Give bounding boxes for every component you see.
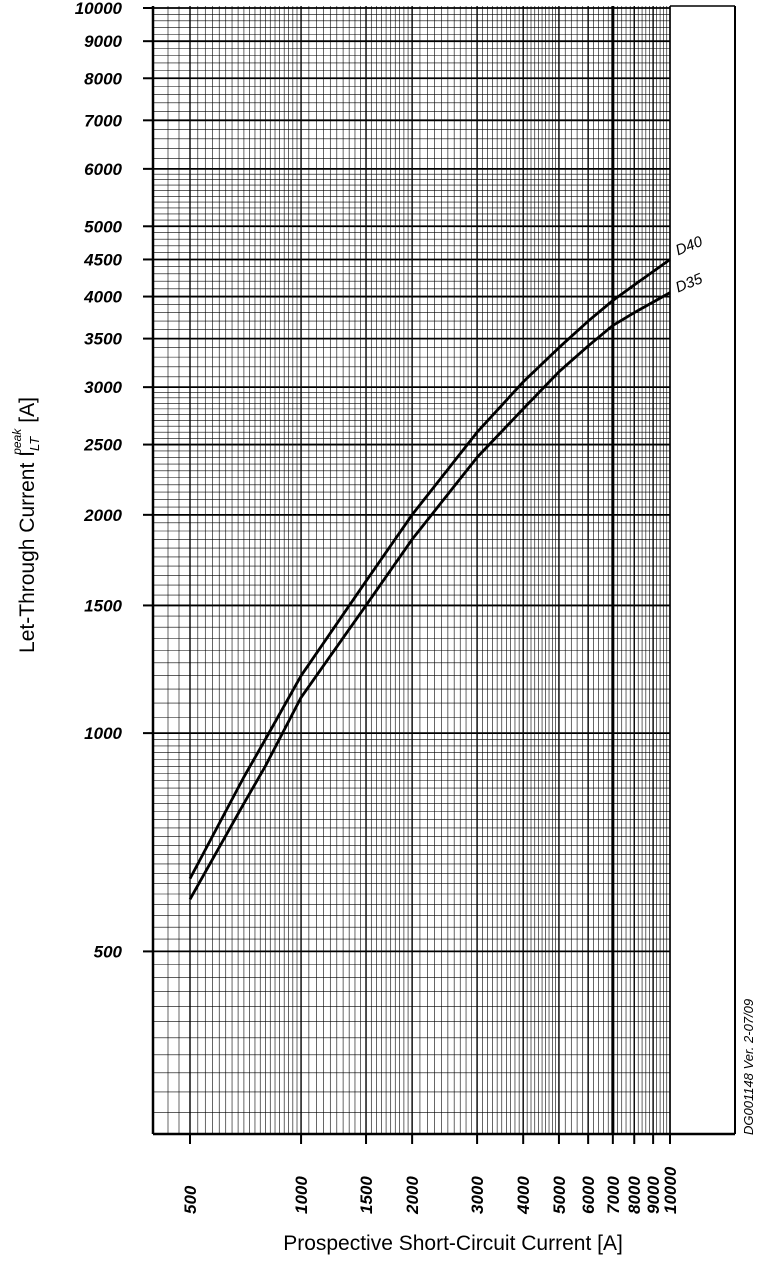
x-tick-label: 3000 bbox=[468, 1176, 487, 1214]
y-tick-label: 2000 bbox=[83, 506, 122, 525]
x-tick-label: 2000 bbox=[403, 1176, 422, 1215]
x-tick-label: 4000 bbox=[514, 1176, 533, 1215]
series-line-d40 bbox=[188, 258, 671, 880]
y-axis-label-sup: peak bbox=[10, 428, 24, 456]
plot-frame bbox=[143, 5, 736, 1144]
x-tick-label: 1500 bbox=[357, 1176, 376, 1214]
x-tick-label: 1000 bbox=[292, 1176, 311, 1214]
y-tick-label: 9000 bbox=[84, 32, 122, 51]
series-label-d40: D40 bbox=[673, 233, 705, 259]
y-tick-label: 3000 bbox=[84, 378, 122, 397]
x-tick-label: 500 bbox=[181, 1185, 200, 1214]
y-axis-label-unit: [A] bbox=[16, 397, 39, 423]
y-tick-label: 1500 bbox=[84, 596, 122, 615]
x-tick-label: 6000 bbox=[579, 1176, 598, 1214]
y-tick-label: 5000 bbox=[84, 217, 122, 236]
x-axis-label: Prospective Short-Circuit Current [A] bbox=[283, 1232, 623, 1255]
y-tick-label: 8000 bbox=[84, 69, 122, 88]
footnote: DG001148 Ver. 2-07/09 bbox=[741, 999, 756, 1135]
y-axis-label-main: Let-Through Current I bbox=[16, 451, 39, 653]
x-tick-label: 5000 bbox=[550, 1176, 569, 1214]
y-axis-label-sub: LT bbox=[27, 436, 42, 451]
y-tick-label: 7000 bbox=[84, 111, 122, 130]
x-tick-label: 7000 bbox=[604, 1176, 623, 1214]
grid bbox=[153, 6, 671, 1135]
y-tick-label: 10000 bbox=[75, 0, 123, 18]
x-tick-label: 8000 bbox=[625, 1176, 644, 1214]
y-axis-label: Let-Through Current ILTpeak [A] bbox=[10, 397, 42, 653]
y-tick-label: 4000 bbox=[83, 288, 122, 307]
y-tick-label: 500 bbox=[94, 942, 123, 961]
x-tick-label: 10000 bbox=[661, 1166, 680, 1214]
y-tick-label: 2500 bbox=[83, 436, 122, 455]
tick-labels: 500 1000 1500 2000 2500 3000 3500 4000 4500 5000 6… bbox=[75, 0, 680, 1215]
series-label-d35: D35 bbox=[673, 270, 705, 296]
y-tick-label: 6000 bbox=[84, 160, 122, 179]
y-tick-label: 4500 bbox=[83, 250, 122, 269]
x-tick-label: 9000 bbox=[644, 1176, 663, 1214]
y-tick-label: 3500 bbox=[84, 330, 122, 349]
y-tick-label: 1000 bbox=[84, 724, 122, 743]
series-line-d35 bbox=[188, 291, 671, 900]
